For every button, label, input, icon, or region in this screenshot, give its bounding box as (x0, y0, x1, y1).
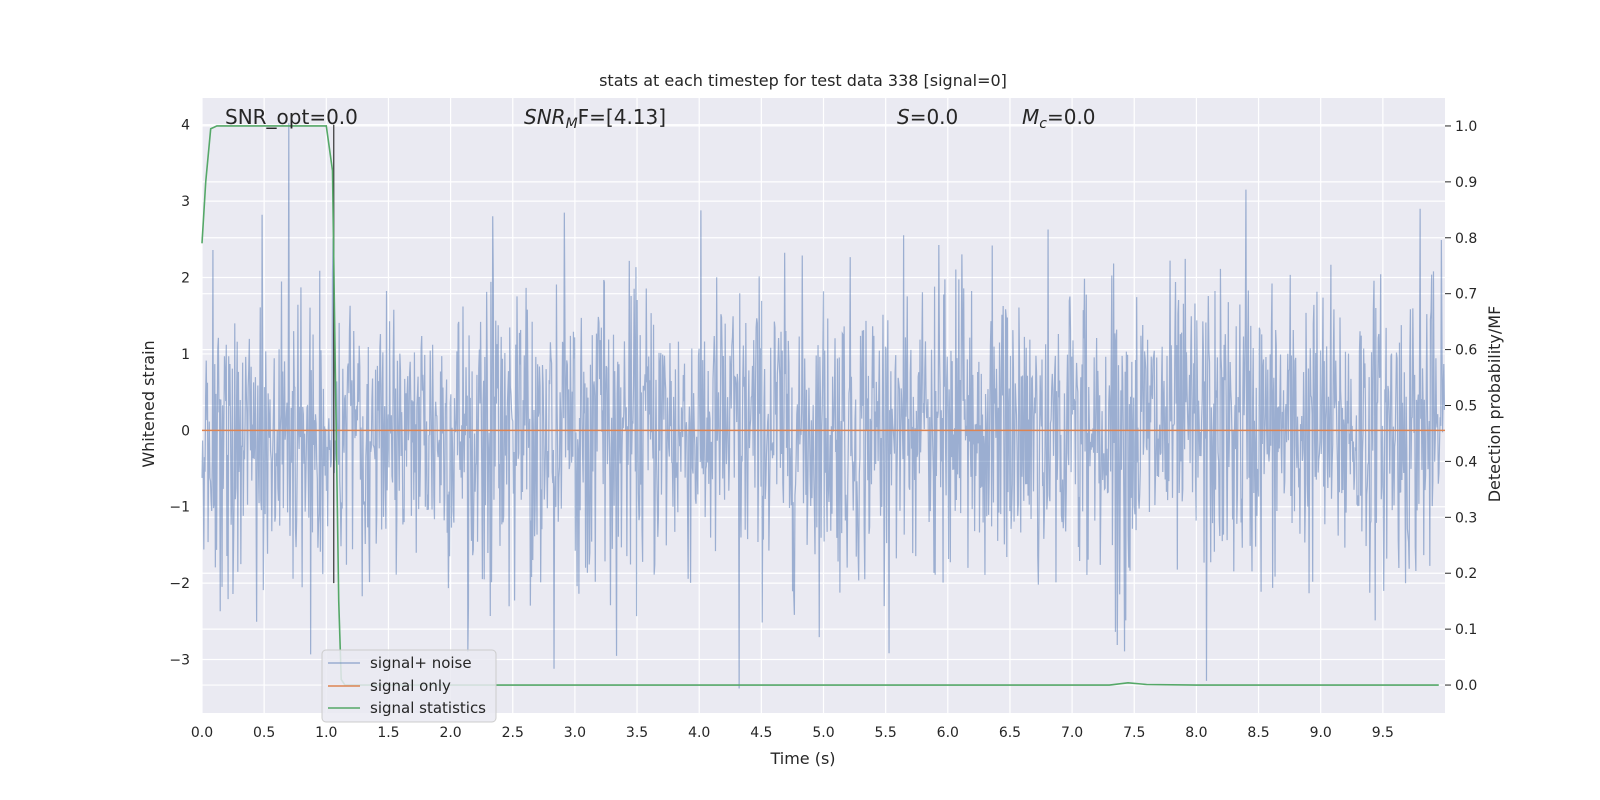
legend-label-noise: signal+ noise (370, 654, 472, 672)
x-tick-label: 7.0 (1061, 725, 1083, 741)
annotation-s-main: S (897, 105, 910, 129)
y-tick-label: 2 (181, 271, 190, 287)
annotation-snr-mf-main: SNR (524, 105, 566, 129)
annotation-snr-mf-rest: F=[4.13] (578, 105, 666, 129)
annotation-mc-main: M (1022, 105, 1039, 129)
annotation-mc-rest: =0.0 (1047, 105, 1096, 129)
x-tick-label: 9.0 (1310, 725, 1332, 741)
y2-tick-label: 0.8 (1455, 231, 1477, 247)
annotation-snr-mf-sub: M (566, 116, 578, 132)
x-tick-label: 9.5 (1372, 725, 1394, 741)
y2-tick-label: 0.6 (1455, 343, 1477, 359)
x-tick-label: 0.0 (191, 725, 213, 741)
y-tick-label: −1 (169, 500, 190, 516)
y-tick-label: 3 (181, 194, 190, 210)
y2-tick-label: 0.4 (1455, 454, 1477, 470)
y2-tick-label: 0.2 (1455, 566, 1477, 582)
annotation-mc: Mc=0.0 (1022, 105, 1096, 132)
annotation-snr-opt: SNR_opt=0.0 (225, 105, 358, 129)
annotation-s-rest: =0.0 (910, 105, 959, 129)
y-tick-label: −3 (169, 653, 190, 669)
legend-label-statistics: signal statistics (370, 699, 486, 717)
x-tick-label: 7.5 (1123, 725, 1145, 741)
x-tick-label: 6.5 (999, 725, 1021, 741)
y-tick-label: −2 (169, 576, 190, 592)
x-tick-label: 3.5 (626, 725, 648, 741)
x-tick-label: 3.0 (564, 725, 586, 741)
y2-tick-label: 0.0 (1455, 678, 1477, 694)
x-tick-label: 4.0 (688, 725, 710, 741)
x-tick-label: 0.5 (253, 725, 275, 741)
x-tick-label: 5.0 (812, 725, 834, 741)
x-tick-label: 8.0 (1185, 725, 1207, 741)
y2-tick-label: 0.3 (1455, 510, 1477, 526)
x-tick-label: 5.5 (875, 725, 897, 741)
y2-tick-label: 1.0 (1455, 119, 1477, 135)
y2-tick-label: 0.1 (1455, 622, 1477, 638)
y-tick-label: 0 (181, 423, 190, 439)
y-tick-label: 1 (181, 347, 190, 363)
annotation-s: S=0.0 (897, 105, 958, 129)
y2-axis-label: Detection probability/MF (1485, 306, 1504, 503)
y2-tick-label: 0.9 (1455, 175, 1477, 191)
x-axis-ticks: 0.0 0.5 1.0 1.5 2.0 2.5 3.0 3.5 4.0 4.5 5.0 5.5 6.0 6… (191, 725, 1394, 741)
x-tick-label: 1.0 (315, 725, 337, 741)
annotation-snr-mf: SNRMF=[4.13] (524, 105, 666, 132)
chart-title: stats at each timestep for test data 338… (599, 71, 1007, 90)
x-tick-label: 4.5 (750, 725, 772, 741)
x-tick-label: 2.5 (502, 725, 524, 741)
y-axis-label: Whitened strain (139, 340, 158, 467)
y-axis-ticks: 4 3 2 1 0 −1 −2 −3 (169, 118, 190, 669)
x-tick-label: 1.5 (377, 725, 399, 741)
legend: signal+ noise signal only signal statist… (322, 650, 496, 722)
legend-label-signal: signal only (370, 677, 451, 695)
y2-tick-label: 0.5 (1455, 399, 1477, 415)
x-tick-label: 2.0 (439, 725, 461, 741)
x-tick-label: 6.0 (937, 725, 959, 741)
y2-tick-label: 0.7 (1455, 287, 1477, 303)
y-tick-label: 4 (181, 118, 190, 134)
y2-axis-ticks: 1.0 0.9 0.8 0.7 0.6 0.5 0.4 0.3 0.2 0.1 0.0 (1445, 119, 1477, 694)
x-tick-label: 8.5 (1247, 725, 1269, 741)
x-axis-label: Time (s) (769, 749, 835, 768)
